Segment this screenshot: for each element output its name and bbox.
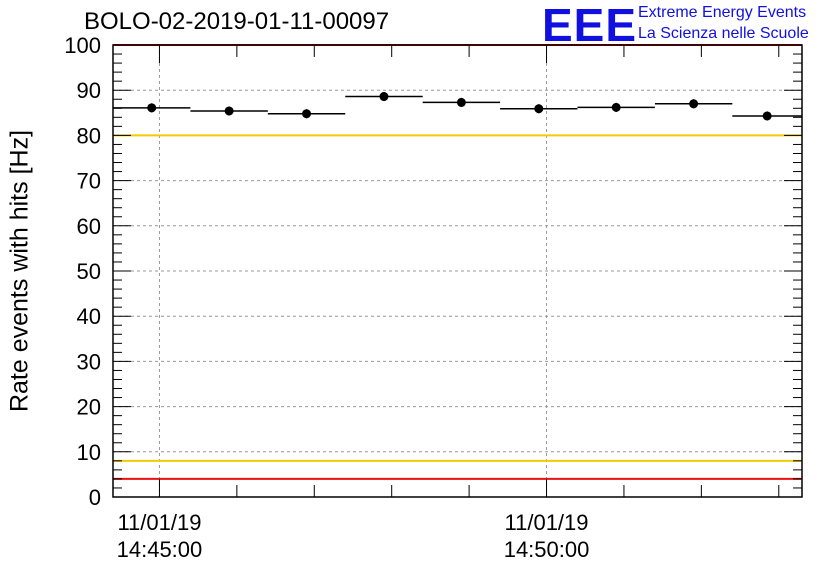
logo-line-1: Extreme Energy Events [638,4,807,21]
y-tick-label: 40 [77,304,101,329]
data-point [456,97,466,107]
eee-logo: EEE [542,0,638,51]
y-tick-label: 10 [77,440,101,465]
x-tick-label-time: 14:45:00 [117,537,203,562]
logo-line-2: La Scienza nelle Scuole [638,25,809,42]
data-point [534,104,544,114]
y-tick-label: 80 [77,123,101,148]
x-tick-label-time: 14:50:00 [504,537,590,562]
y-tick-label: 30 [77,349,101,374]
y-axis-label: Rate events with hits [Hz] [5,129,34,413]
y-tick-label: 100 [64,33,101,58]
y-tick-label: 60 [77,214,101,239]
y-tick-label: 50 [77,259,101,284]
data-point [224,106,234,116]
x-tick-label-date: 11/01/19 [505,510,589,535]
y-tick-label: 90 [77,78,101,103]
y-tick-label: 20 [77,395,101,420]
x-tick-label-date: 11/01/19 [117,510,201,535]
chart-title: BOLO-02-2019-01-11-00097 [84,8,390,35]
y-tick-label: 70 [77,169,101,194]
data-point [762,111,772,121]
data-point [379,92,389,102]
data-point [611,102,621,112]
data-point [302,109,312,119]
data-point [689,99,699,109]
data-point [147,103,157,113]
y-tick-label: 0 [89,485,101,510]
